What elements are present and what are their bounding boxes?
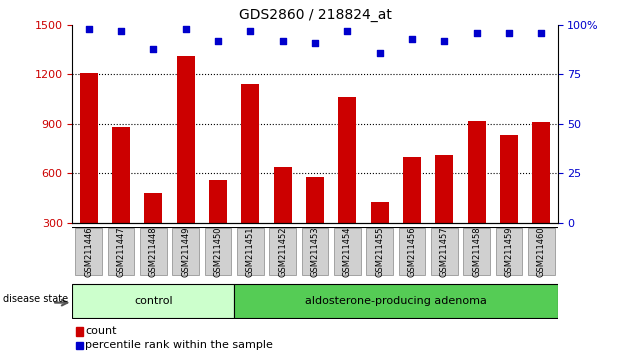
Bar <box>241 84 259 273</box>
FancyBboxPatch shape <box>237 228 263 275</box>
Point <box>148 46 158 51</box>
FancyBboxPatch shape <box>399 228 425 275</box>
Text: GSM211451: GSM211451 <box>246 226 255 276</box>
Text: GSM211456: GSM211456 <box>408 226 416 277</box>
Text: GSM211459: GSM211459 <box>505 226 513 276</box>
Bar <box>144 193 162 273</box>
Bar <box>435 155 453 273</box>
Bar <box>500 136 518 273</box>
FancyBboxPatch shape <box>173 228 199 275</box>
FancyBboxPatch shape <box>528 228 554 275</box>
FancyBboxPatch shape <box>234 284 558 318</box>
Text: disease state: disease state <box>3 294 68 304</box>
Text: GSM211457: GSM211457 <box>440 226 449 277</box>
FancyBboxPatch shape <box>302 228 328 275</box>
FancyBboxPatch shape <box>270 228 296 275</box>
Text: GSM211447: GSM211447 <box>117 226 125 277</box>
Text: aldosterone-producing adenoma: aldosterone-producing adenoma <box>305 296 487 306</box>
Text: GSM211450: GSM211450 <box>214 226 222 276</box>
Text: GSM211460: GSM211460 <box>537 226 546 277</box>
FancyBboxPatch shape <box>72 284 234 318</box>
Point <box>375 50 385 55</box>
Bar <box>177 56 195 273</box>
FancyBboxPatch shape <box>431 228 457 275</box>
Point <box>213 38 223 44</box>
FancyBboxPatch shape <box>108 228 134 275</box>
FancyBboxPatch shape <box>367 228 393 275</box>
Bar <box>209 180 227 273</box>
Point <box>342 28 352 34</box>
Text: percentile rank within the sample: percentile rank within the sample <box>85 340 273 350</box>
Text: GSM211455: GSM211455 <box>375 226 384 276</box>
Bar <box>338 97 356 273</box>
FancyBboxPatch shape <box>496 228 522 275</box>
Text: GSM211454: GSM211454 <box>343 226 352 276</box>
FancyBboxPatch shape <box>464 228 490 275</box>
Bar <box>112 127 130 273</box>
Point <box>245 28 255 34</box>
Point <box>504 30 514 35</box>
FancyBboxPatch shape <box>140 228 166 275</box>
Text: control: control <box>134 296 173 306</box>
Bar <box>403 157 421 273</box>
Text: count: count <box>85 326 117 336</box>
Bar <box>371 201 389 273</box>
Text: GSM211453: GSM211453 <box>311 226 319 277</box>
Bar <box>532 122 550 273</box>
Point <box>310 40 320 45</box>
Bar <box>306 177 324 273</box>
Bar <box>468 121 486 273</box>
Point <box>536 30 546 35</box>
Point <box>472 30 482 35</box>
Point <box>181 26 191 32</box>
Point <box>84 26 94 32</box>
FancyBboxPatch shape <box>205 228 231 275</box>
Bar <box>274 167 292 273</box>
Text: GSM211458: GSM211458 <box>472 226 481 277</box>
Title: GDS2860 / 218824_at: GDS2860 / 218824_at <box>239 8 391 22</box>
Text: GSM211446: GSM211446 <box>84 226 93 277</box>
FancyBboxPatch shape <box>76 228 102 275</box>
Point <box>439 38 449 44</box>
Text: GSM211449: GSM211449 <box>181 226 190 276</box>
FancyBboxPatch shape <box>334 228 360 275</box>
Point <box>407 36 417 41</box>
Text: GSM211452: GSM211452 <box>278 226 287 276</box>
Bar <box>80 73 98 273</box>
Text: GSM211448: GSM211448 <box>149 226 158 277</box>
Point <box>116 28 126 34</box>
Point <box>278 38 288 44</box>
